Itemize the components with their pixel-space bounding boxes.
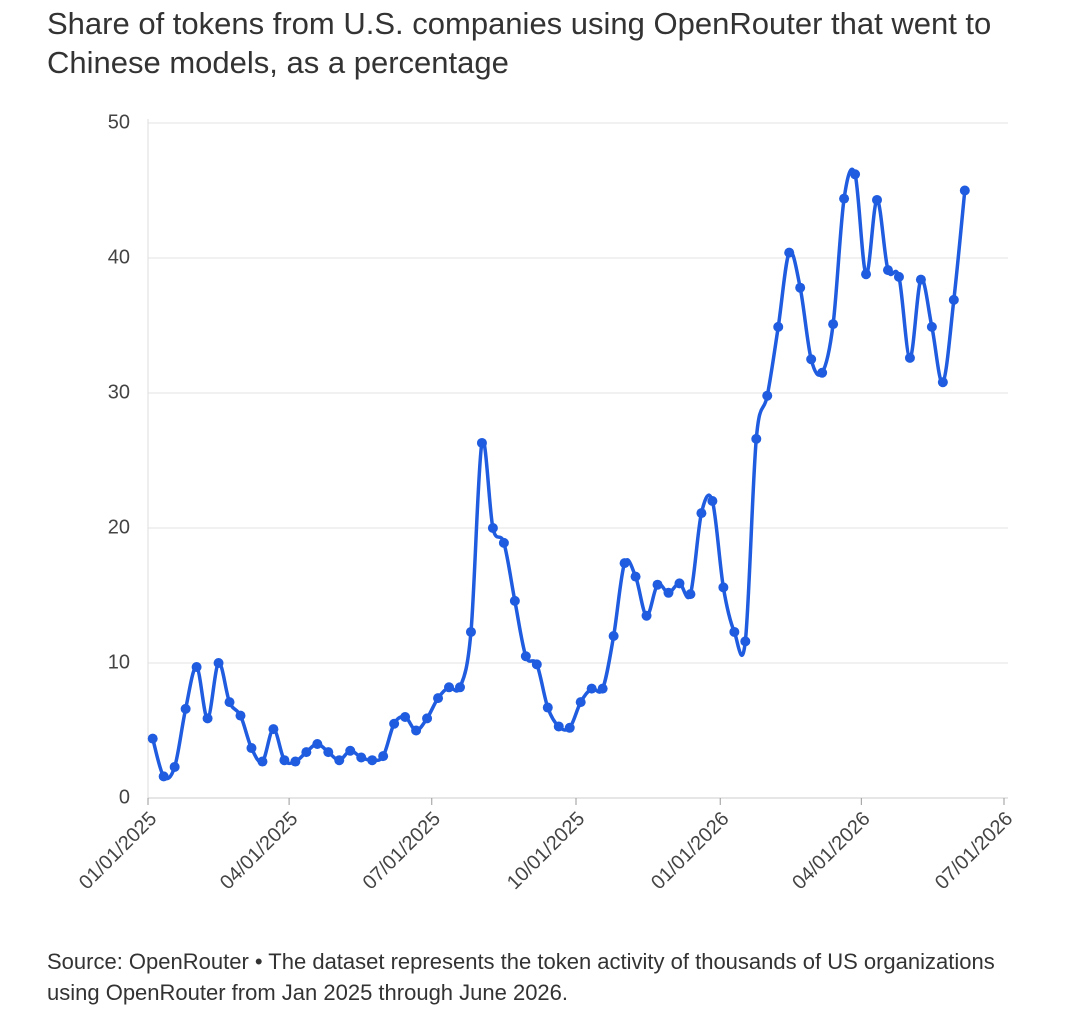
data-point <box>487 523 498 533</box>
data-point <box>806 354 817 365</box>
data-point <box>246 743 257 754</box>
data-point <box>597 683 608 694</box>
data-point <box>926 321 937 332</box>
data-line <box>151 167 967 781</box>
data-point <box>290 756 301 767</box>
data-point <box>301 747 312 758</box>
data-point <box>696 508 707 519</box>
data-point <box>422 713 433 724</box>
data-point <box>882 265 893 276</box>
data-point <box>740 636 751 647</box>
y-tick-label: 50 <box>108 111 130 133</box>
data-point <box>345 745 356 756</box>
data-point <box>158 771 169 782</box>
data-point <box>729 626 740 637</box>
data-point <box>235 710 246 721</box>
data-point <box>454 682 465 693</box>
x-tick-label: 04/01/2026 <box>788 808 874 894</box>
data-point <box>312 739 323 749</box>
data-point <box>586 683 597 694</box>
y-tick-label: 10 <box>108 651 130 673</box>
data-point <box>378 751 389 762</box>
source-note: Source: OpenRouter • The dataset represe… <box>47 949 995 1005</box>
y-tick-label: 0 <box>119 786 130 808</box>
data-point <box>542 702 553 713</box>
data-point <box>839 193 850 204</box>
data-point <box>751 433 762 444</box>
data-point <box>498 537 509 548</box>
data-point <box>575 697 586 708</box>
chart-title: Share of tokens from U.S. companies usin… <box>47 6 992 80</box>
data-point <box>674 578 685 589</box>
data-point <box>553 721 564 732</box>
data-point <box>959 185 970 196</box>
x-tick-label: 04/01/2025 <box>216 808 302 894</box>
data-point <box>444 682 455 693</box>
data-point <box>213 658 224 668</box>
data-point <box>323 747 334 758</box>
data-point <box>531 659 542 670</box>
x-tick-label: 10/01/2025 <box>503 808 589 894</box>
data-point <box>817 367 828 378</box>
y-tick-label: 20 <box>108 516 130 538</box>
data-point <box>641 610 652 621</box>
data-point <box>400 712 411 722</box>
data-point <box>564 722 575 733</box>
data-point <box>784 247 795 258</box>
data-point <box>718 582 729 593</box>
data-point <box>861 269 872 280</box>
data-point <box>850 169 861 180</box>
data-point <box>915 274 926 285</box>
data-point <box>224 697 235 708</box>
data-point <box>937 377 948 388</box>
data-point <box>180 703 191 714</box>
data-point <box>904 352 915 363</box>
data-point <box>433 693 444 704</box>
data-point <box>663 587 674 598</box>
data-point <box>608 631 619 641</box>
y-tick-label: 30 <box>108 381 130 403</box>
data-point <box>476 437 487 448</box>
data-point <box>619 558 630 569</box>
data-point <box>509 595 520 606</box>
data-point <box>202 713 213 724</box>
x-tick-label: 01/01/2026 <box>647 808 733 894</box>
data-point <box>389 718 400 729</box>
y-tick-label: 40 <box>108 246 130 268</box>
data-point <box>685 589 696 600</box>
data-point <box>872 194 883 205</box>
data-point <box>707 496 718 506</box>
data-point <box>334 755 345 766</box>
data-point <box>948 294 959 305</box>
data-point <box>652 579 663 590</box>
data-point <box>795 282 806 293</box>
data-point <box>828 319 839 330</box>
data-point <box>465 626 476 637</box>
data-point <box>773 321 784 332</box>
data-point <box>356 752 367 763</box>
x-tick-label: 07/01/2025 <box>359 808 445 894</box>
data-point <box>520 651 531 662</box>
data-point <box>279 755 290 766</box>
x-tick-label: 07/01/2026 <box>931 808 1017 894</box>
data-point <box>630 571 641 582</box>
data-point <box>893 271 904 282</box>
data-point <box>169 761 180 772</box>
data-point <box>411 725 422 736</box>
data-point <box>257 756 268 767</box>
data-point <box>367 755 378 766</box>
x-tick-label: 01/01/2025 <box>75 808 161 894</box>
data-point <box>191 662 202 673</box>
data-point <box>268 724 279 735</box>
data-point <box>147 733 158 744</box>
data-point <box>762 390 773 401</box>
